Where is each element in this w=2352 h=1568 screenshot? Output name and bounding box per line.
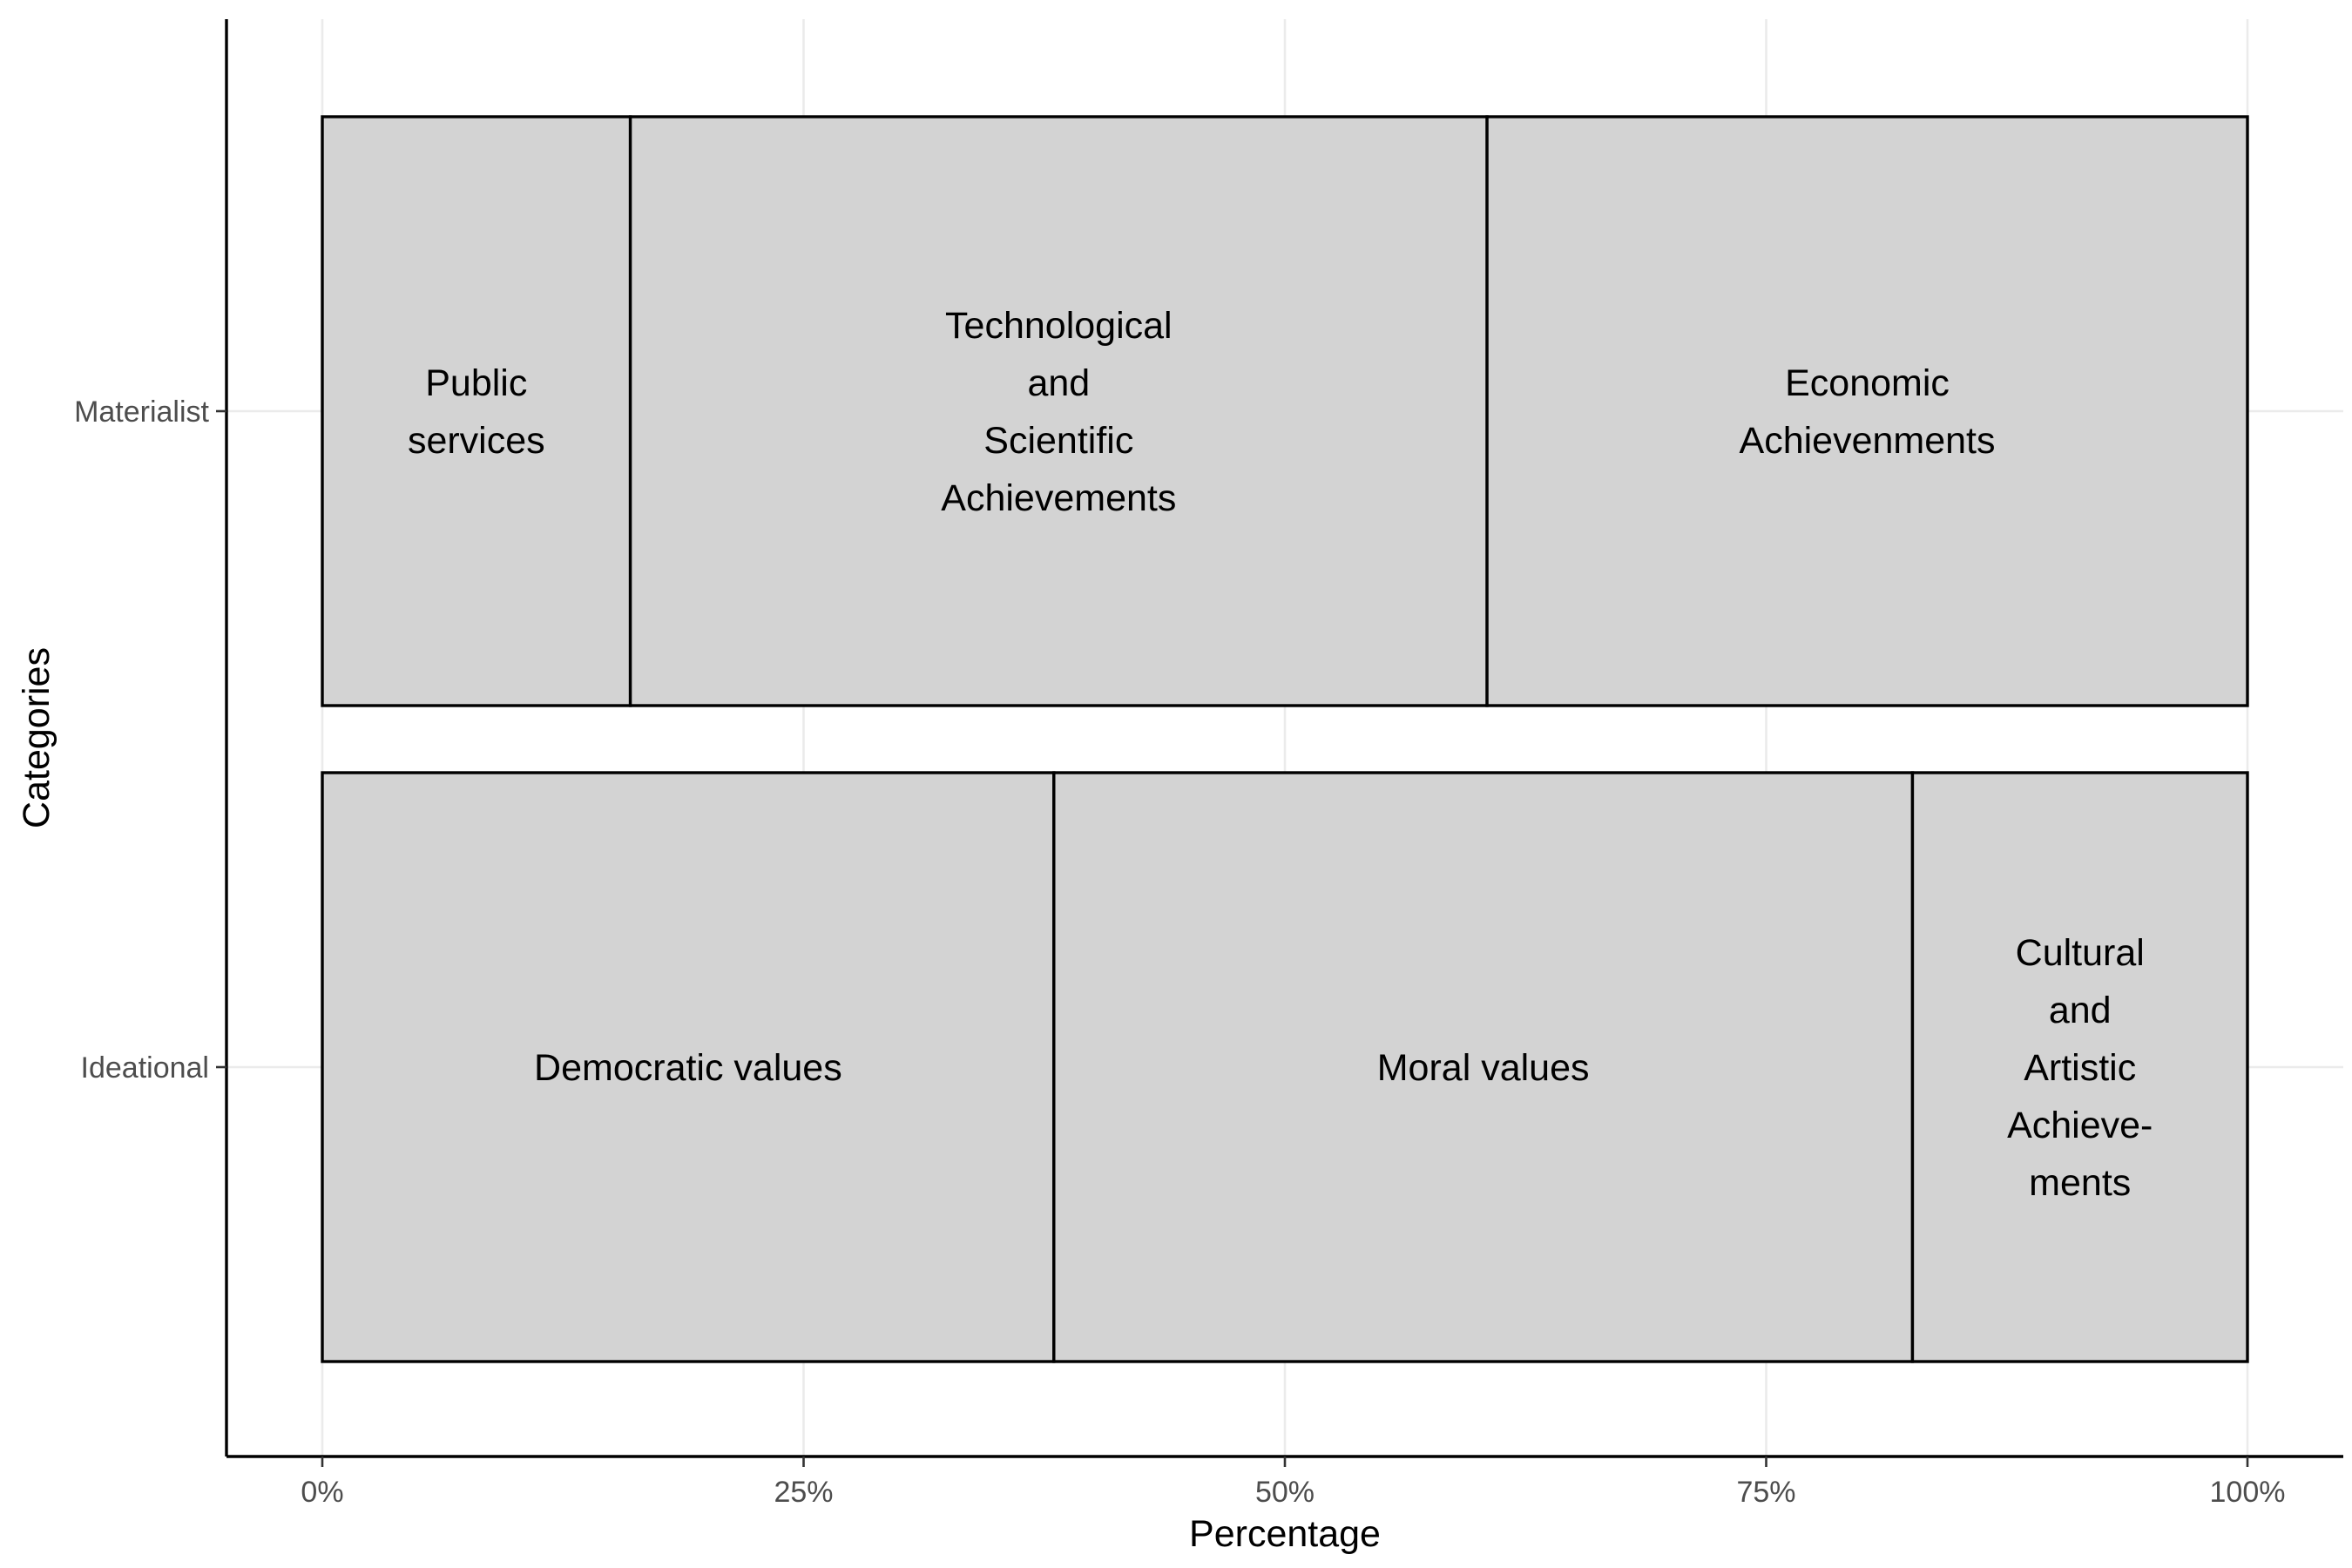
bar-segment — [1485, 115, 2249, 707]
bar-segment — [321, 115, 632, 707]
x-tick-label: 50% — [1255, 1476, 1315, 1509]
x-tick-label: 75% — [1736, 1476, 1795, 1509]
x-tick-label: 0% — [301, 1476, 343, 1509]
x-tick-label: 25% — [774, 1476, 833, 1509]
x-axis-title: Percentage — [1189, 1513, 1381, 1555]
segment-label: Economic Achievenments — [1740, 362, 1996, 462]
bar-segment — [321, 771, 1056, 1363]
segment-label: Cultural and Artistic Achieve-ments — [2007, 932, 2153, 1204]
y-tick-label: Materialist — [74, 395, 209, 429]
segment-label: Public services — [408, 362, 545, 462]
y-axis-title: Categories — [16, 647, 57, 828]
ticks: 0% 25% 50% 75% 100% Materialist Ideational — [74, 395, 2285, 1509]
bars: Public services Technological and Scientific… — [321, 115, 2249, 1363]
segment-label: Technological and Scientific Achievements — [941, 305, 1176, 519]
y-tick-label: Ideational — [81, 1051, 209, 1085]
segment-label: Moral values — [1377, 1047, 1590, 1089]
x-tick-label: 100% — [2210, 1476, 2286, 1509]
bar-segment — [1052, 771, 1915, 1363]
bar-segment — [1910, 771, 2249, 1363]
segment-label: Democratic values — [534, 1047, 842, 1089]
bar-segment — [628, 115, 1489, 707]
